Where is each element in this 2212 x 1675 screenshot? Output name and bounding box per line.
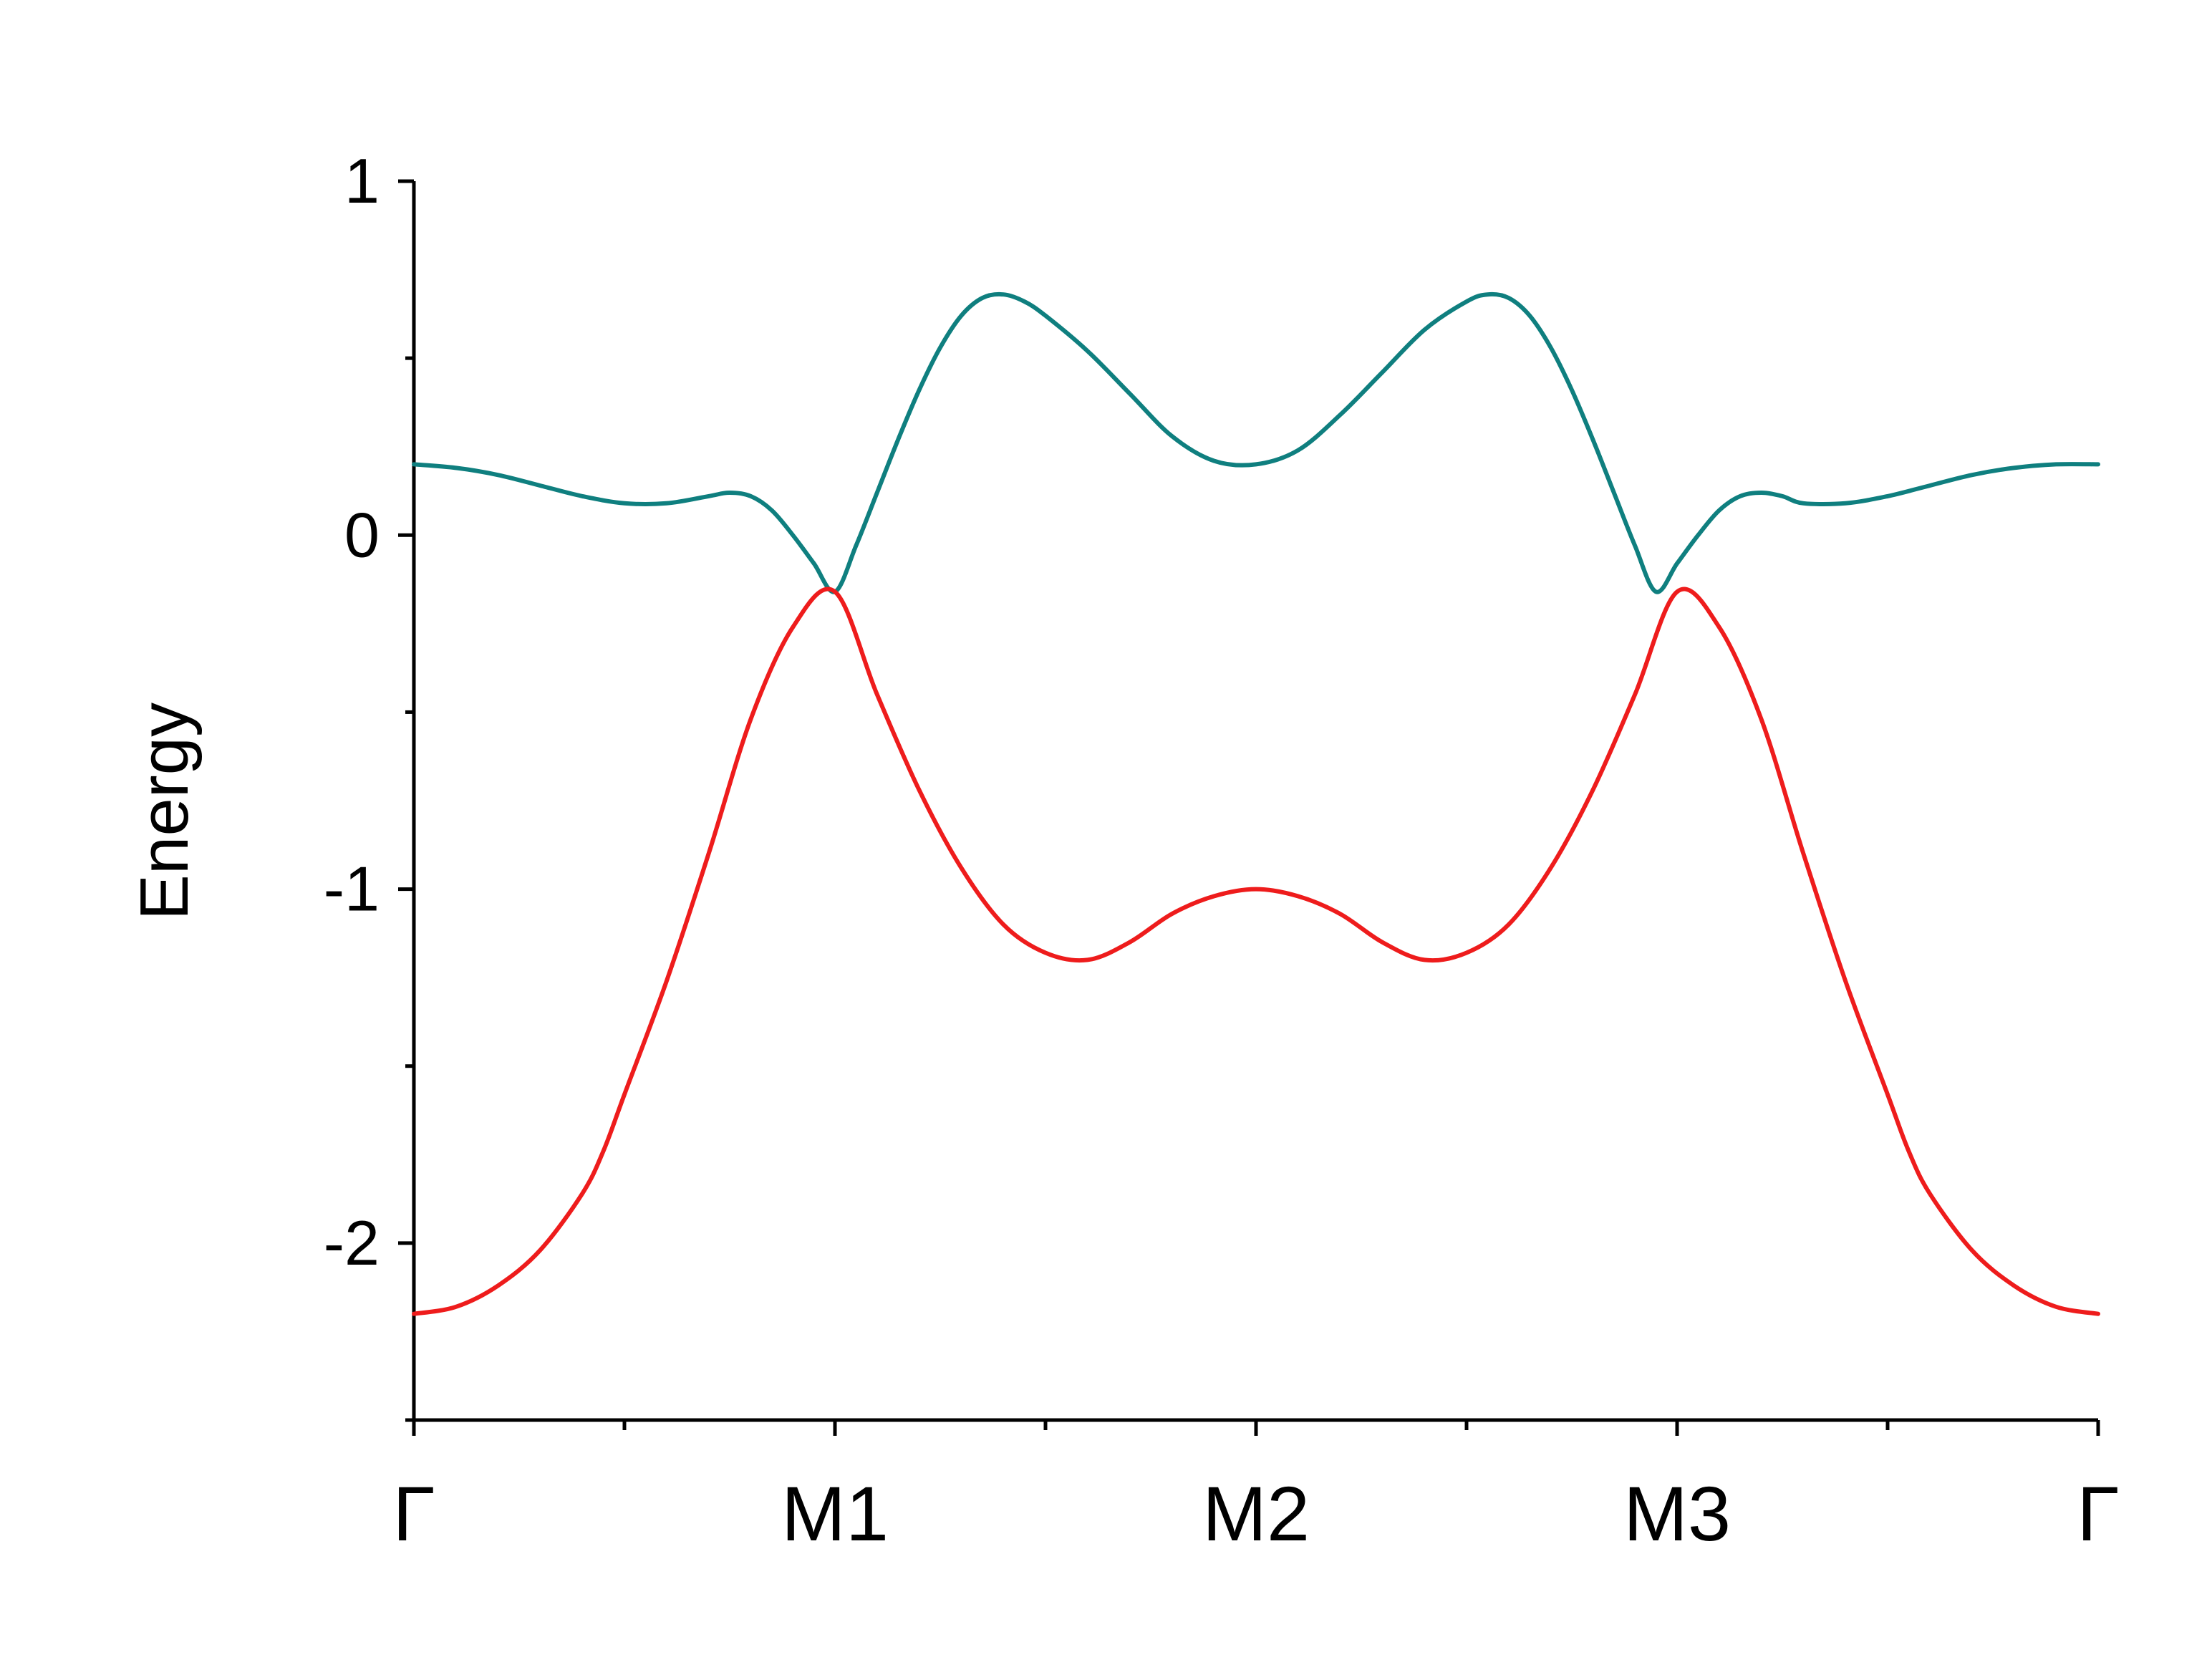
band-line-1 bbox=[412, 291, 2100, 594]
plot-lines bbox=[412, 291, 2100, 1316]
x-tick-label: M3 bbox=[1623, 1470, 1731, 1557]
y-tick-label: 1 bbox=[344, 145, 380, 216]
x-tick-label: M2 bbox=[1202, 1470, 1310, 1557]
y-axis-label: Energy bbox=[126, 703, 203, 920]
x-tick-label: Γ bbox=[392, 1470, 435, 1557]
axes: 1 0 -1 -2 Γ M1 M2 M3 Γ bbox=[324, 145, 2120, 1557]
band-line-2 bbox=[412, 587, 2100, 1316]
y-tick-label: -2 bbox=[324, 1207, 380, 1278]
x-tick-label: Γ bbox=[2077, 1470, 2119, 1557]
y-tick-label: 0 bbox=[344, 499, 380, 570]
x-tick-label: M1 bbox=[781, 1470, 889, 1557]
y-tick-label: -1 bbox=[324, 854, 380, 925]
